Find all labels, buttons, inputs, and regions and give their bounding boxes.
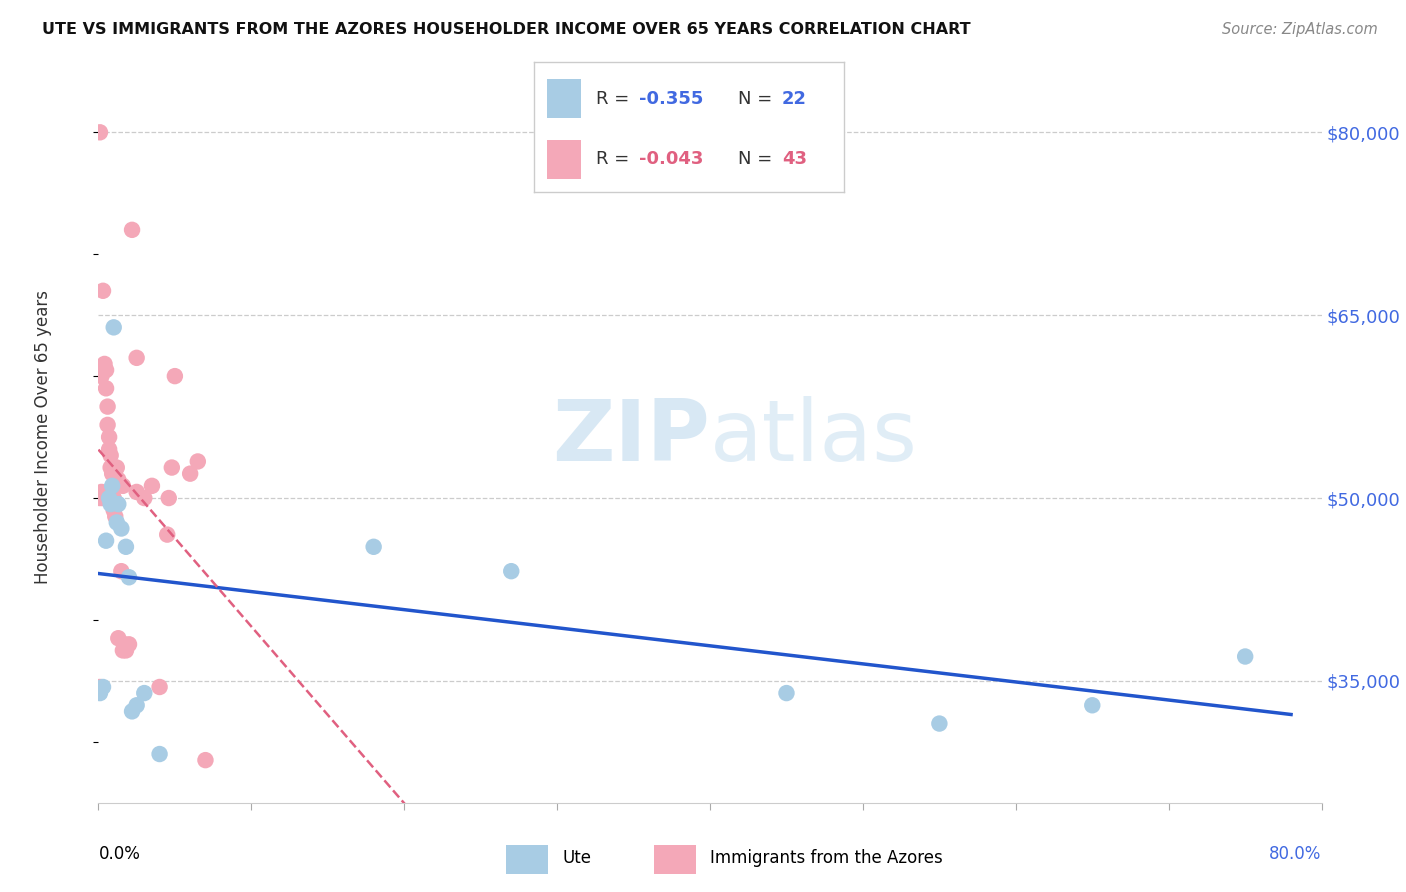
Point (91, 491, 114, 505)
Point (163, 369, 186, 384)
Point (89, 491, 111, 505)
Point (100, 449, 122, 463)
Text: ZIP: ZIP (553, 395, 710, 479)
Text: N =: N = (738, 151, 779, 169)
Point (1081, 698, 1104, 713)
Point (97, 417, 120, 432)
Point (100, 460, 122, 475)
Point (97, 400, 120, 414)
Point (94, 363, 117, 377)
Text: R =: R = (596, 151, 636, 169)
Text: 43: 43 (782, 151, 807, 169)
Point (90, 485, 112, 500)
Point (101, 479, 124, 493)
Point (107, 632, 129, 646)
Point (160, 460, 183, 475)
Point (179, 467, 201, 481)
Point (118, 570, 141, 584)
Point (89, 686, 111, 700)
FancyBboxPatch shape (654, 845, 696, 874)
Point (89, 680, 111, 694)
Point (194, 753, 217, 767)
Point (187, 454, 209, 468)
Point (125, 485, 148, 500)
Point (103, 320, 125, 334)
Text: -0.355: -0.355 (640, 90, 704, 108)
Text: R =: R = (596, 90, 636, 108)
Point (115, 643, 138, 657)
Point (98, 430, 121, 444)
Point (1234, 649, 1257, 664)
Point (101, 485, 124, 500)
Point (141, 479, 163, 493)
Point (91, 680, 114, 694)
FancyBboxPatch shape (547, 140, 581, 178)
Point (125, 698, 148, 713)
Point (107, 497, 129, 511)
Point (93, 357, 115, 371)
Point (928, 716, 950, 731)
Text: Immigrants from the Azores: Immigrants from the Azores (710, 848, 943, 866)
Text: atlas: atlas (710, 395, 918, 479)
Point (134, 686, 156, 700)
Text: Ute: Ute (562, 848, 592, 866)
Point (501, 564, 523, 578)
Point (101, 467, 124, 481)
Point (134, 491, 156, 505)
Point (125, 351, 148, 365)
Point (100, 497, 122, 511)
Point (156, 527, 179, 541)
Point (103, 491, 125, 505)
Point (112, 637, 135, 651)
Point (104, 509, 127, 524)
Point (105, 516, 128, 530)
Point (149, 747, 172, 761)
Text: 80.0%: 80.0% (1270, 846, 1322, 863)
Point (89, 125, 111, 139)
Point (94, 533, 117, 548)
Point (98, 491, 121, 505)
Point (118, 637, 141, 651)
Point (111, 643, 134, 657)
Point (775, 686, 797, 700)
Point (111, 479, 134, 493)
Text: Householder Income Over 65 years: Householder Income Over 65 years (34, 290, 52, 584)
Text: -0.043: -0.043 (640, 151, 704, 169)
Point (91, 284, 114, 298)
Point (121, 705, 143, 719)
Text: UTE VS IMMIGRANTS FROM THE AZORES HOUSEHOLDER INCOME OVER 65 YEARS CORRELATION C: UTE VS IMMIGRANTS FROM THE AZORES HOUSEH… (42, 22, 970, 37)
FancyBboxPatch shape (506, 845, 548, 874)
Point (110, 521, 132, 535)
Point (94, 381, 117, 395)
Point (121, 223, 143, 237)
Point (149, 680, 172, 694)
Text: 0.0%: 0.0% (98, 846, 141, 863)
Point (110, 564, 132, 578)
Point (105, 460, 128, 475)
Point (98, 442, 121, 457)
Point (363, 540, 385, 554)
Text: Source: ZipAtlas.com: Source: ZipAtlas.com (1222, 22, 1378, 37)
Point (157, 491, 180, 505)
Text: N =: N = (738, 90, 779, 108)
Text: 22: 22 (782, 90, 807, 108)
Point (107, 473, 129, 487)
Point (115, 540, 138, 554)
Point (103, 503, 125, 517)
Point (90, 369, 112, 384)
FancyBboxPatch shape (547, 79, 581, 118)
